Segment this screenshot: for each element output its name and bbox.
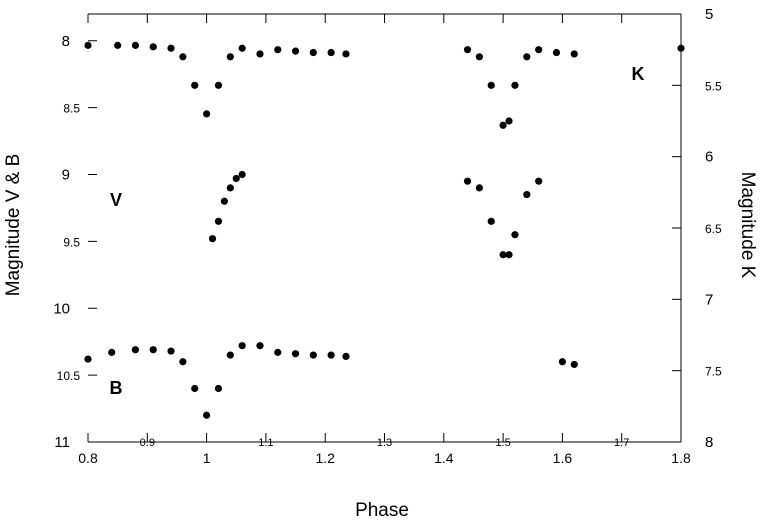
data-point-v [499, 251, 507, 259]
right-axis-ticks: 5 5.5 6 6.5 7 7.5 8 [672, 6, 722, 451]
x-axis-title: Phase [355, 500, 409, 521]
data-point-k [131, 41, 140, 49]
data-point-v [463, 177, 472, 185]
series-label-v: V [110, 190, 122, 210]
chart-axes [88, 13, 682, 443]
data-point-k [327, 48, 335, 57]
x-tick-label: 0.8 [78, 450, 98, 466]
data-point-k [309, 48, 317, 57]
data-point-k [535, 46, 543, 54]
data-point-v [535, 177, 543, 185]
left-y-tick-label: 8 [62, 33, 70, 50]
data-point-k [226, 53, 234, 61]
x-tick-label: 1.1 [258, 437, 273, 449]
left-axis-ticks: 8 8.5 9 9.5 10 10.5 11 [53, 33, 97, 451]
right-y-tick-label: 6 [705, 149, 713, 166]
data-point-b [309, 351, 317, 359]
data-point-k [552, 48, 561, 57]
data-point-v [511, 231, 519, 239]
data-point-b [131, 346, 140, 354]
data-point-k [499, 121, 507, 129]
data-point-k [487, 81, 495, 89]
x-tick-label: 1 [203, 450, 211, 466]
data-point-k [179, 53, 187, 61]
data-point-b [342, 352, 350, 360]
x-tick-label: 1.5 [495, 437, 510, 449]
data-point-b [327, 351, 335, 359]
data-point-b [179, 358, 187, 366]
left-y-tick-label: 10.5 [57, 369, 81, 383]
data-point-k [191, 81, 199, 89]
data-point-k [475, 53, 483, 61]
right-y-tick-label: 5.5 [705, 79, 722, 93]
data-point-b [167, 347, 175, 355]
data-point-k [214, 81, 223, 89]
data-point-k [274, 46, 282, 54]
right-y-tick-label: 8 [705, 434, 713, 451]
data-point-b [149, 346, 157, 354]
x-axis-ticks: 0.8 0.9 1 1.1 1.2 1.3 1.4 1.5 1.6 1.7 1.8 [78, 14, 691, 466]
x-tick-label: 1.3 [377, 437, 392, 449]
data-point-b [570, 360, 578, 369]
right-y-tick-label: 6.5 [705, 222, 722, 236]
x-tick-label: 1.2 [315, 450, 335, 466]
x-tick-label: 1.4 [434, 450, 454, 466]
data-point-b [84, 355, 92, 363]
data-point-v [475, 184, 483, 192]
data-point-k [167, 44, 175, 52]
data-point-v [232, 174, 240, 183]
data-point-k [505, 117, 513, 125]
data-point-b [558, 358, 567, 366]
data-point-k [677, 44, 685, 52]
left-y-tick-label: 9 [62, 167, 70, 184]
data-point-k [523, 53, 531, 61]
data-point-k [570, 50, 578, 58]
x-tick-label: 1.7 [614, 437, 629, 449]
data-point-v [214, 217, 223, 225]
right-axis-title: Magnitude K [737, 172, 758, 279]
data-point-k [291, 47, 300, 55]
right-y-tick-label: 7 [705, 291, 713, 308]
left-y-tick-label: 11 [54, 434, 70, 451]
right-y-tick-label: 7.5 [705, 365, 722, 379]
data-point-k [511, 81, 519, 89]
data-point-k [203, 110, 211, 118]
data-point-v [523, 190, 531, 199]
data-point-v [487, 217, 495, 225]
data-point-b [274, 348, 282, 356]
series-label-b: B [110, 378, 123, 398]
x-tick-label: 0.9 [140, 437, 155, 449]
data-point-v [505, 251, 513, 259]
left-y-tick-label: 9.5 [63, 235, 80, 249]
data-points [84, 41, 685, 419]
right-y-tick-label: 5 [705, 6, 713, 23]
x-tick-label: 1.8 [671, 450, 691, 466]
left-y-tick-label: 10 [53, 300, 70, 317]
data-point-v [226, 184, 234, 192]
data-point-v [208, 235, 217, 243]
data-point-k [463, 46, 472, 54]
data-point-b [108, 348, 116, 356]
data-point-k [238, 44, 246, 52]
data-point-b [214, 384, 223, 393]
data-point-b [238, 342, 246, 350]
data-point-v [238, 170, 246, 179]
data-point-b [226, 351, 234, 359]
left-axis-title: Magnitude V & B [3, 154, 24, 297]
data-point-k [342, 50, 350, 58]
data-point-k [149, 43, 157, 51]
data-point-b [291, 350, 300, 358]
data-point-k [256, 50, 264, 58]
data-point-k [84, 41, 92, 49]
data-point-b [256, 342, 264, 350]
x-tick-label: 1.6 [553, 450, 573, 466]
data-point-k [114, 41, 122, 49]
left-y-tick-label: 8.5 [63, 102, 80, 116]
data-point-b [191, 384, 199, 393]
data-point-v [220, 197, 228, 205]
series-label-k: K [632, 64, 645, 84]
data-point-b [203, 411, 211, 419]
